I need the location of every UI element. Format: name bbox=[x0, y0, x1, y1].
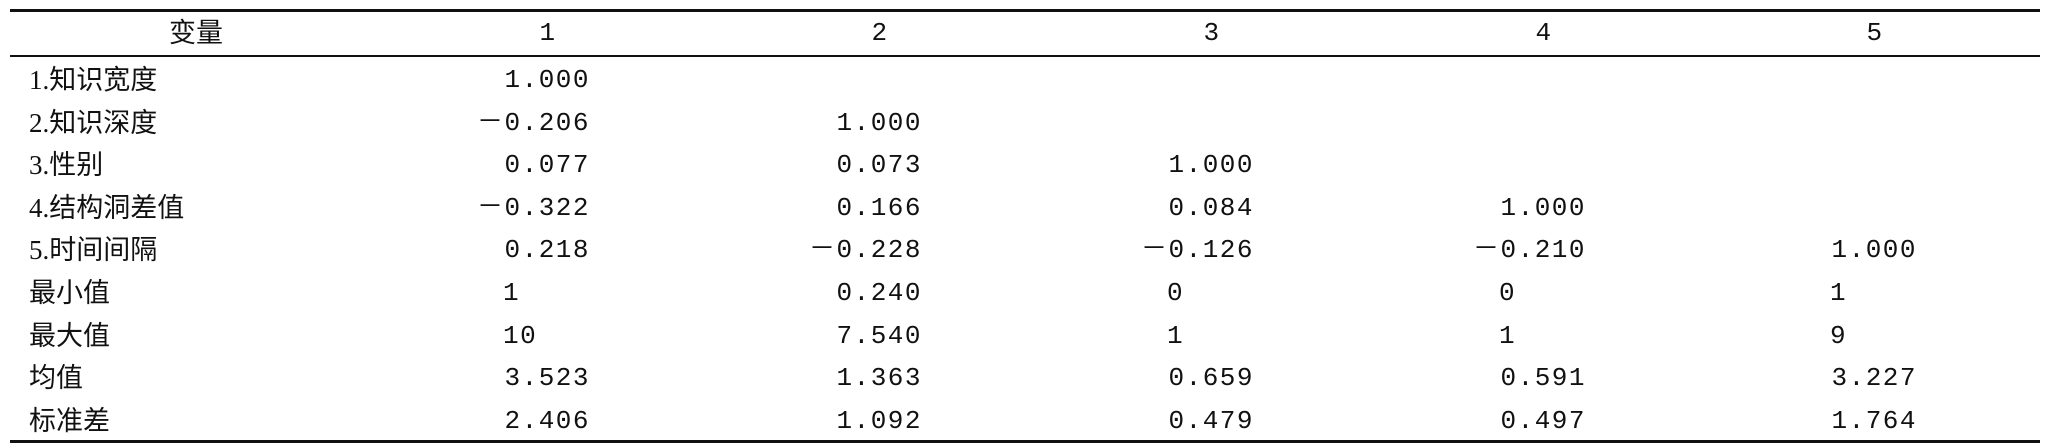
cell: 1 bbox=[1499, 320, 1517, 351]
cell: 1.363 bbox=[836, 363, 922, 394]
cell: 0.659 bbox=[1168, 363, 1254, 394]
top-rule bbox=[10, 9, 2040, 12]
header-rule bbox=[10, 55, 2040, 57]
cell: 1.000 bbox=[1831, 235, 1917, 266]
row-label: 4.结构洞差值 bbox=[29, 192, 185, 223]
cell: 0.479 bbox=[1168, 405, 1254, 436]
cell: 2.406 bbox=[504, 405, 590, 436]
column-header: 2 bbox=[871, 18, 889, 48]
cell: 1.764 bbox=[1831, 405, 1917, 436]
cell: 0.084 bbox=[1168, 192, 1254, 223]
row-label: 1.知识宽度 bbox=[29, 65, 158, 95]
cell: 3.523 bbox=[504, 363, 590, 394]
cell: 7.540 bbox=[836, 320, 922, 351]
cell: －0.228 bbox=[808, 235, 922, 266]
column-header: 5 bbox=[1866, 18, 1884, 48]
column-header: 1 bbox=[539, 18, 557, 48]
cell: 1.000 bbox=[504, 65, 590, 95]
cell: 10 bbox=[503, 320, 538, 351]
row-label: 5.时间间隔 bbox=[29, 235, 158, 266]
cell: 0 bbox=[1167, 278, 1185, 308]
row-label: 2.知识深度 bbox=[29, 107, 158, 138]
cell: 0.073 bbox=[836, 150, 922, 181]
cell: 0.218 bbox=[504, 235, 590, 266]
cell: 0.240 bbox=[836, 278, 922, 308]
row-label: 最小值 bbox=[29, 278, 110, 308]
cell: －0.322 bbox=[476, 192, 590, 223]
cell: 1.000 bbox=[836, 107, 922, 138]
cell: －0.210 bbox=[1472, 235, 1586, 266]
cell: 9 bbox=[1830, 320, 1848, 351]
column-header: 3 bbox=[1203, 18, 1221, 48]
row-label: 标准差 bbox=[29, 405, 110, 436]
cell: 1 bbox=[503, 278, 521, 308]
column-header: 4 bbox=[1535, 18, 1553, 48]
cell: －0.126 bbox=[1140, 235, 1254, 266]
cell: 1.000 bbox=[1500, 192, 1586, 223]
cell: 0.497 bbox=[1500, 405, 1586, 436]
bottom-rule bbox=[10, 440, 2040, 443]
cell: 0.077 bbox=[504, 150, 590, 181]
cell: 1 bbox=[1167, 320, 1185, 351]
cell: 1.000 bbox=[1168, 150, 1254, 181]
cell: －0.206 bbox=[476, 107, 590, 138]
cell: 1.092 bbox=[836, 405, 922, 436]
cell: 0.591 bbox=[1500, 363, 1586, 394]
cell: 0.166 bbox=[836, 192, 922, 223]
cell: 3.227 bbox=[1831, 363, 1917, 394]
row-label: 3.性别 bbox=[29, 150, 104, 181]
cell: 0 bbox=[1499, 278, 1517, 308]
row-label: 最大值 bbox=[29, 320, 110, 351]
row-label: 均值 bbox=[29, 363, 83, 394]
cell: 1 bbox=[1830, 278, 1848, 308]
column-header: 变量 bbox=[169, 18, 223, 48]
